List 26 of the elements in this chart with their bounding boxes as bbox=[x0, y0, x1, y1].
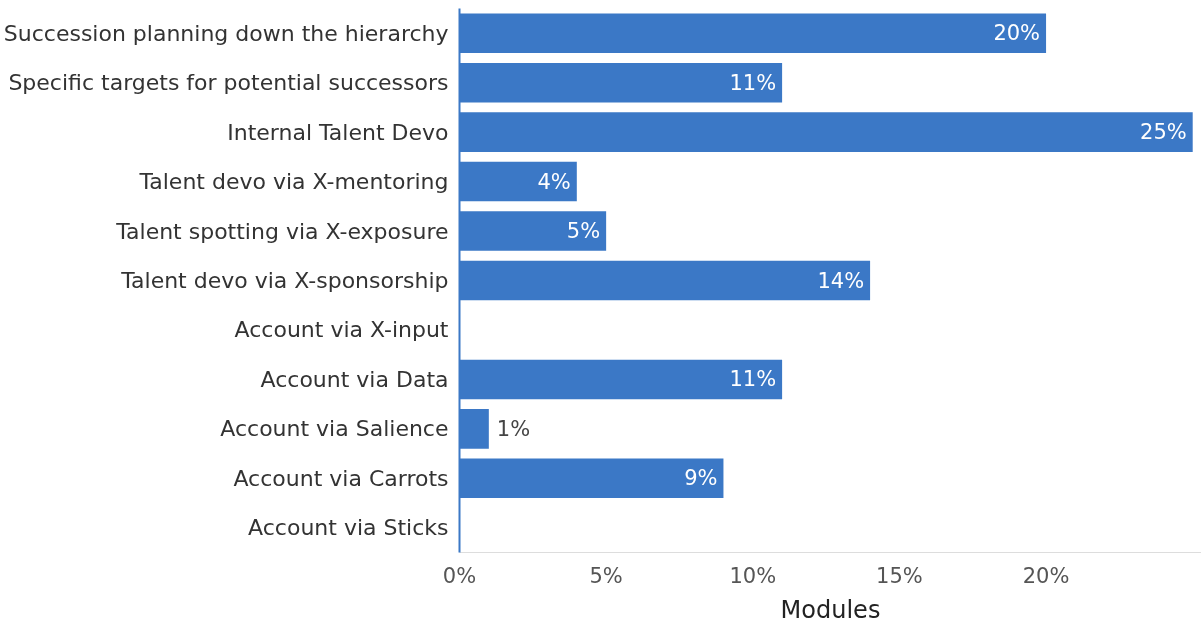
x-tick-label: 15% bbox=[876, 563, 923, 588]
data-label: 11% bbox=[729, 70, 777, 95]
x-tick-label: 0% bbox=[442, 563, 477, 588]
x-tick-label: 5% bbox=[589, 563, 623, 588]
y-tick-label: Talent spotting via X-exposure bbox=[115, 218, 449, 244]
y-tick-label: Internal Talent Devo bbox=[227, 119, 449, 145]
x-axis-title: Modules bbox=[780, 595, 881, 624]
data-label: 9% bbox=[684, 466, 718, 491]
data-label: 11% bbox=[729, 367, 777, 392]
data-label: 5% bbox=[566, 219, 601, 244]
y-tick-label: Account via X-input bbox=[234, 317, 449, 343]
data-label: 1% bbox=[496, 416, 531, 441]
y-tick-label: Account via Salience bbox=[220, 416, 449, 442]
data-label: 20% bbox=[993, 21, 1041, 46]
data-label: 25% bbox=[1140, 120, 1187, 145]
y-tick-label: Talent devo via X-sponsorship bbox=[120, 268, 449, 293]
y-tick-label: Account via Data bbox=[260, 366, 449, 392]
y-tick-label: Succession planning down the hierarchy bbox=[3, 20, 449, 46]
x-tick-label: 10% bbox=[729, 563, 777, 588]
y-tick-label: Specific targets for potential successors bbox=[8, 70, 449, 96]
data-label: 4% bbox=[537, 169, 571, 194]
y-tick-label: Account via Sticks bbox=[248, 515, 449, 541]
y-tick-label: Talent devo via X-mentoring bbox=[138, 169, 449, 195]
x-tick-label: 20% bbox=[1022, 563, 1070, 588]
data-label: 14% bbox=[817, 268, 865, 293]
y-tick-label: Account via Carrots bbox=[233, 465, 449, 491]
